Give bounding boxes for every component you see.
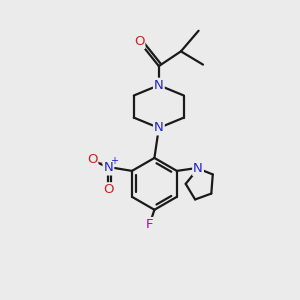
Text: N: N bbox=[154, 79, 164, 92]
Text: O: O bbox=[134, 35, 144, 48]
Text: F: F bbox=[146, 218, 153, 231]
Text: N: N bbox=[103, 161, 113, 175]
Text: N: N bbox=[193, 162, 203, 175]
Text: O: O bbox=[103, 183, 114, 196]
Text: ⁻: ⁻ bbox=[96, 160, 102, 171]
Text: O: O bbox=[87, 153, 98, 166]
Text: +: + bbox=[110, 157, 118, 166]
Text: N: N bbox=[154, 122, 164, 134]
